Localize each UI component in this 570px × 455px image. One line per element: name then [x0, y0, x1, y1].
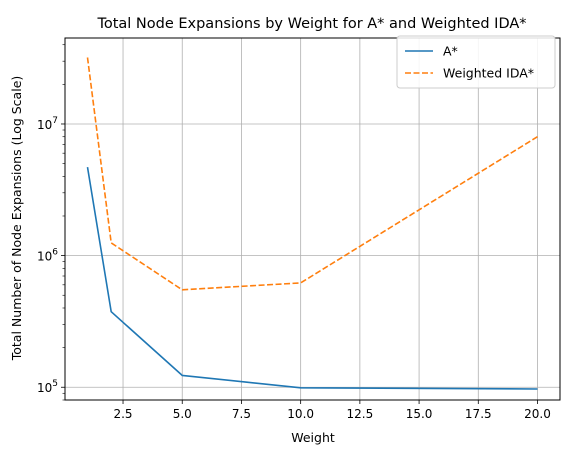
- grid: [65, 38, 560, 400]
- legend: A* Weighted IDA*: [396, 35, 556, 89]
- y-axis-label: Total Number of Node Expansions (Log Sca…: [9, 76, 24, 362]
- y-tick-label: 107: [37, 116, 58, 132]
- x-axis-label: Weight: [291, 430, 335, 445]
- x-tick-label: 2.5: [113, 407, 132, 421]
- series-lines: [86, 57, 538, 390]
- y-tick-label: 105: [37, 379, 58, 395]
- series-line-weighted-ida: [86, 57, 538, 291]
- x-tick-label: 5.0: [173, 407, 192, 421]
- x-tick-label: 7.5: [232, 407, 251, 421]
- x-tick-label: 15.0: [406, 407, 433, 421]
- series-line-a: [86, 166, 538, 390]
- legend-label: A*: [443, 44, 458, 59]
- x-tick-label: 12.5: [347, 407, 374, 421]
- legend-box: [396, 35, 556, 89]
- legend-label: Weighted IDA*: [443, 66, 534, 81]
- x-axis-ticks: 2.5 5.0 7.5 10.0 12.5 15.0 17.5 20.0: [113, 400, 551, 421]
- chart-title: Total Node Expansions by Weight for A* a…: [96, 16, 526, 32]
- plot-frame: [64, 37, 561, 401]
- x-tick-label: 20.0: [524, 407, 551, 421]
- y-axis-ticks: 105 106 107: [37, 44, 65, 401]
- y-tick-label: 106: [37, 248, 58, 264]
- x-tick-label: 10.0: [287, 407, 314, 421]
- x-tick-label: 17.5: [465, 407, 492, 421]
